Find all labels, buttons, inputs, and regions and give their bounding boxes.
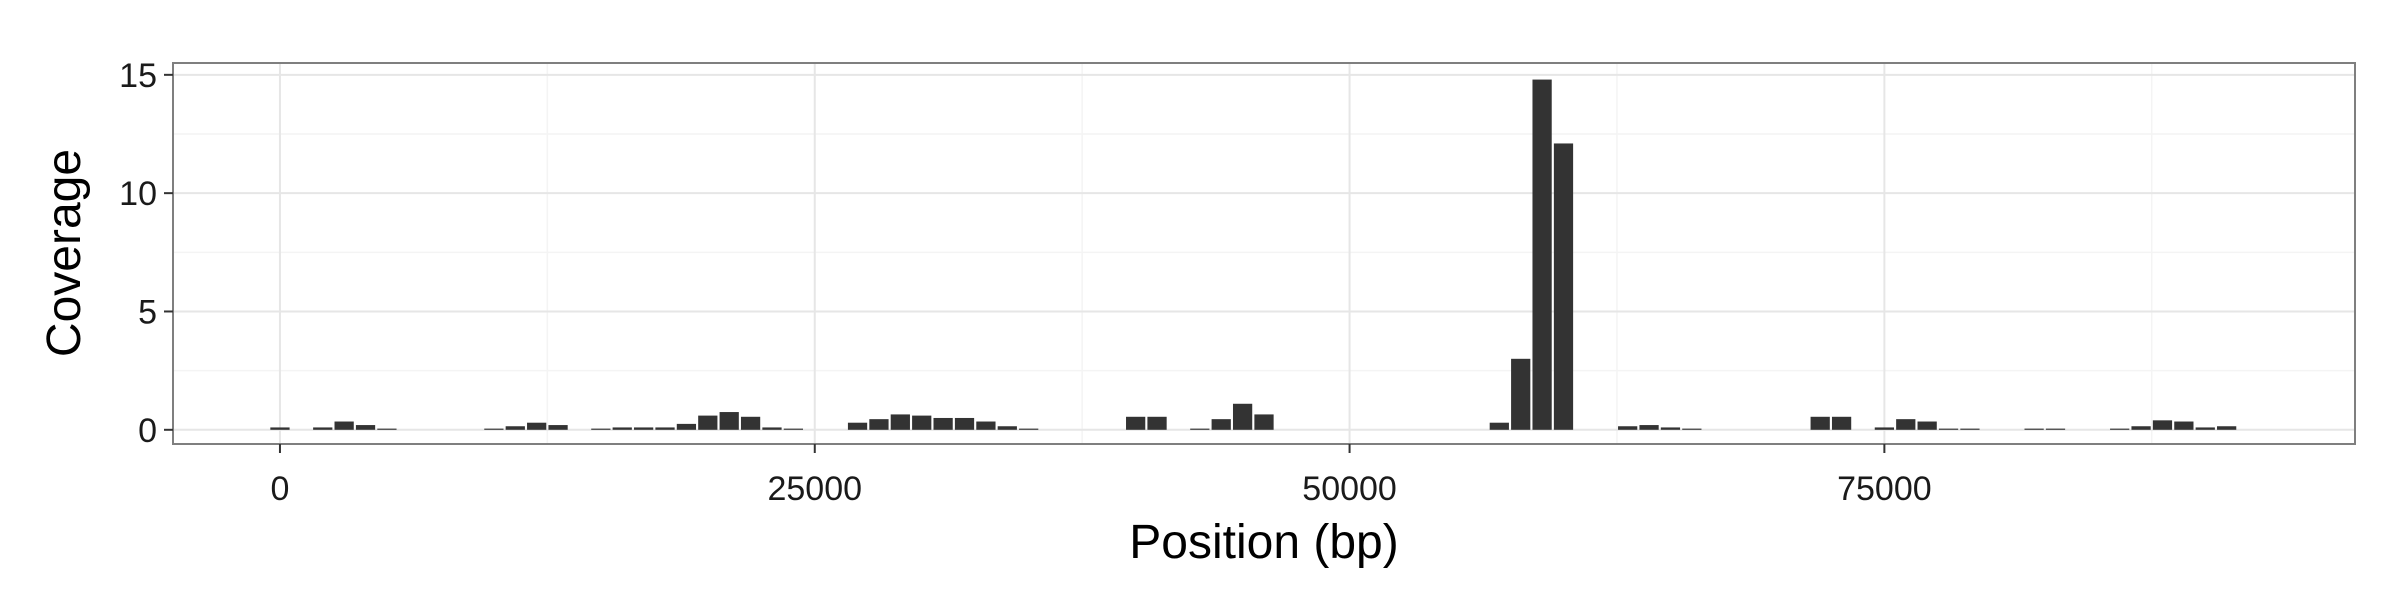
bar bbox=[869, 419, 889, 430]
bar bbox=[2217, 426, 2237, 430]
y-tick-label: 15 bbox=[119, 57, 157, 95]
bar bbox=[954, 417, 975, 430]
bar bbox=[2195, 427, 2215, 430]
bar bbox=[612, 427, 632, 430]
bar bbox=[2131, 426, 2151, 430]
bar bbox=[377, 428, 397, 430]
bar bbox=[1211, 419, 1231, 430]
bar bbox=[1831, 416, 1852, 430]
bar bbox=[976, 421, 996, 430]
bar bbox=[783, 428, 803, 430]
bar bbox=[2110, 428, 2130, 430]
bar bbox=[1489, 422, 1509, 430]
bar bbox=[1618, 426, 1638, 430]
bar bbox=[1896, 419, 1916, 430]
bar bbox=[1553, 143, 1574, 430]
bar bbox=[1232, 403, 1253, 430]
bar bbox=[527, 422, 547, 430]
bar bbox=[1126, 416, 1146, 430]
bar bbox=[2045, 428, 2066, 430]
bar bbox=[270, 427, 290, 430]
bar bbox=[719, 412, 739, 430]
plot-border bbox=[172, 62, 2356, 445]
bar bbox=[890, 414, 910, 430]
y-axis-title: Coverage bbox=[38, 149, 91, 357]
bar bbox=[912, 415, 932, 430]
bar bbox=[1019, 428, 1039, 430]
bars bbox=[270, 79, 2237, 430]
x-axis: 0 25000 50000 75000 bbox=[270, 444, 1932, 508]
y-tick-label: 10 bbox=[119, 175, 157, 213]
bar bbox=[334, 421, 354, 430]
bar bbox=[655, 427, 675, 430]
bar bbox=[1147, 416, 1167, 430]
bar bbox=[1532, 79, 1552, 430]
bar bbox=[1254, 414, 1274, 430]
x-tick-label: 0 bbox=[270, 470, 289, 508]
bar bbox=[484, 428, 504, 430]
bar bbox=[1511, 358, 1531, 430]
bar bbox=[2152, 420, 2173, 430]
x-tick-label: 50000 bbox=[1302, 470, 1397, 508]
bar bbox=[634, 427, 654, 430]
bar bbox=[762, 427, 782, 430]
x-axis-title: Position (bp) bbox=[1129, 516, 1398, 569]
y-axis: 0 5 10 15 bbox=[119, 57, 173, 450]
bar bbox=[1938, 428, 1959, 430]
bar bbox=[698, 415, 718, 430]
bar bbox=[355, 425, 376, 430]
bar bbox=[676, 423, 697, 430]
bar bbox=[1682, 428, 1702, 430]
bar bbox=[548, 425, 568, 430]
bar bbox=[2024, 428, 2044, 430]
bar bbox=[1639, 425, 1659, 430]
bar bbox=[1810, 416, 1830, 430]
bar bbox=[933, 417, 953, 430]
bar bbox=[1917, 421, 1937, 430]
x-tick-label: 75000 bbox=[1837, 470, 1932, 508]
y-tick-label: 5 bbox=[138, 293, 157, 331]
bar bbox=[740, 416, 761, 430]
bar bbox=[1190, 428, 1210, 430]
bar bbox=[313, 427, 333, 430]
bar bbox=[1874, 427, 1894, 430]
x-tick-label: 25000 bbox=[767, 470, 862, 508]
bar bbox=[847, 422, 868, 430]
y-tick-label: 0 bbox=[138, 412, 157, 450]
bar bbox=[505, 426, 525, 430]
bar bbox=[1960, 428, 1980, 430]
plot-panel bbox=[173, 63, 2355, 444]
bar bbox=[591, 428, 611, 430]
bar bbox=[2174, 421, 2194, 430]
bar bbox=[997, 426, 1017, 430]
bar bbox=[1660, 427, 1681, 430]
